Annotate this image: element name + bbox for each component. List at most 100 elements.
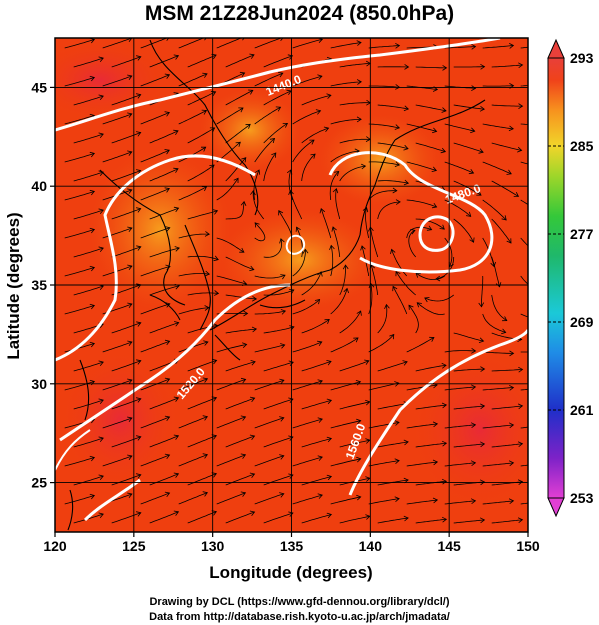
streamline-arrowhead xyxy=(317,379,323,385)
streamline-arrowhead xyxy=(173,434,180,440)
streamline xyxy=(140,303,170,315)
streamline-arrowhead xyxy=(98,512,104,518)
streamline-arrowhead xyxy=(279,238,285,244)
streamline-arrowhead xyxy=(201,109,208,115)
streamline xyxy=(187,54,217,68)
streamline xyxy=(187,164,215,182)
streamline xyxy=(140,266,171,277)
graticule xyxy=(54,38,529,532)
streamline-arrowhead xyxy=(465,211,472,217)
streamline xyxy=(444,386,476,391)
streamline xyxy=(140,38,168,49)
streamline xyxy=(64,229,95,239)
streamline-arrowhead xyxy=(429,336,435,342)
streamline xyxy=(520,199,528,205)
streamline-arrowhead xyxy=(403,144,409,151)
streamline-arrowhead xyxy=(470,498,477,505)
streamline-arrowhead xyxy=(509,43,515,49)
streamline xyxy=(482,123,514,130)
streamline-arrowhead xyxy=(204,38,207,41)
streamline xyxy=(178,233,210,239)
streamline xyxy=(73,437,104,448)
streamline-arrowhead xyxy=(174,246,180,252)
streamline xyxy=(263,398,294,410)
streamline xyxy=(102,455,133,467)
streamline xyxy=(73,57,104,68)
streamline xyxy=(216,379,246,391)
streamline-arrowhead xyxy=(127,378,133,384)
streamline xyxy=(102,75,132,87)
streamline-arrowhead xyxy=(280,274,286,280)
streamline-arrowhead xyxy=(513,192,520,197)
streamline-arrowhead xyxy=(233,177,239,184)
streamline xyxy=(377,361,408,372)
streamline-arrowhead xyxy=(249,434,256,440)
streamline-arrowhead xyxy=(89,303,96,310)
streamline xyxy=(225,397,255,410)
streamline xyxy=(292,139,315,163)
streamline xyxy=(73,95,104,106)
streamline-arrowhead xyxy=(235,141,241,147)
streamline xyxy=(453,142,484,153)
streamline-arrowhead xyxy=(356,494,362,501)
streamline xyxy=(482,313,506,333)
streamline xyxy=(73,285,104,296)
streamline xyxy=(292,110,321,125)
streamline-arrowhead xyxy=(315,109,322,115)
streamline-arrowhead xyxy=(343,287,349,294)
streamline xyxy=(520,313,528,318)
streamline-arrowhead xyxy=(317,417,323,423)
streamline-arrowhead xyxy=(127,112,133,118)
streamline-arrowhead xyxy=(543,211,548,216)
streamline-arrowhead xyxy=(440,147,447,154)
streamline xyxy=(187,91,216,106)
hot-region xyxy=(410,350,528,510)
streamline-arrowhead xyxy=(471,85,477,91)
streamline-arrowhead xyxy=(326,436,333,443)
wind-streamlines xyxy=(64,38,551,524)
streamline-arrowhead xyxy=(249,472,256,478)
streamline xyxy=(482,462,514,467)
streamline xyxy=(330,118,362,125)
streamline xyxy=(520,426,528,429)
streamline xyxy=(416,302,445,315)
streamline xyxy=(453,368,485,372)
streamline-arrowhead xyxy=(403,179,410,186)
streamline-arrowhead xyxy=(288,473,294,479)
streamline xyxy=(444,237,453,267)
streamline-arrowhead xyxy=(242,38,245,41)
streamline-arrowhead xyxy=(408,304,414,310)
streamline-arrowhead xyxy=(517,479,524,486)
streamline-arrowhead xyxy=(89,341,96,348)
streamline xyxy=(406,199,437,208)
streamline xyxy=(292,418,323,429)
streamline-arrowhead xyxy=(249,265,255,272)
streamline-arrowhead xyxy=(478,337,485,343)
streamline xyxy=(64,381,95,391)
streamline-arrowhead xyxy=(365,476,371,482)
streamline xyxy=(263,123,288,144)
streamline-arrowhead xyxy=(394,458,400,465)
streamline xyxy=(178,186,207,201)
x-tick-label: 125 xyxy=(122,538,146,554)
streamline xyxy=(377,104,409,110)
x-tick-label: 150 xyxy=(516,538,540,554)
streamline-arrowhead xyxy=(517,403,524,410)
streamline-arrowhead xyxy=(547,42,551,47)
streamline xyxy=(491,104,523,107)
streamline xyxy=(102,341,133,353)
streamline-arrowhead xyxy=(89,265,96,272)
streamline xyxy=(263,474,294,486)
streamline xyxy=(64,77,95,87)
streamline xyxy=(73,247,104,258)
streamline xyxy=(216,107,244,125)
streamline xyxy=(292,380,323,391)
streamline xyxy=(111,436,141,448)
streamline xyxy=(408,230,417,258)
streamline-arrowhead xyxy=(324,318,330,324)
streamline-arrowhead xyxy=(416,302,422,308)
streamline xyxy=(140,378,170,391)
streamline xyxy=(254,38,283,49)
streamline-arrowhead xyxy=(173,54,180,60)
streamline xyxy=(520,161,528,165)
